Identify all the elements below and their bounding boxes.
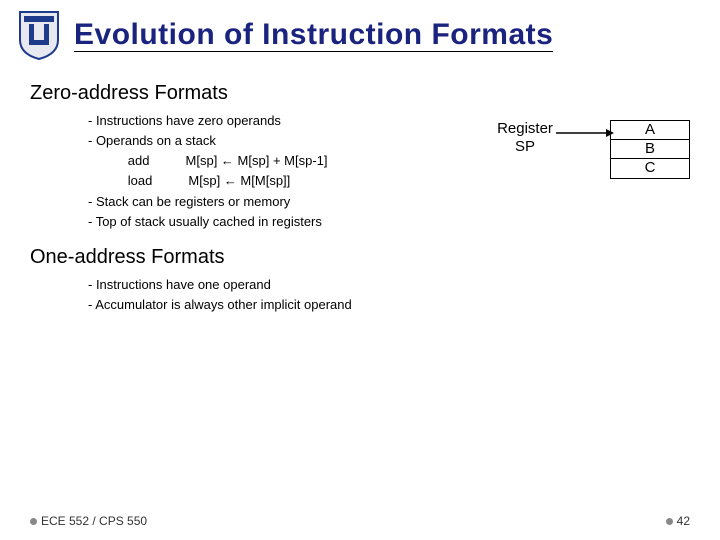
- stack-cell: C: [610, 159, 690, 178]
- bullet-line: - Top of stack usually cached in registe…: [88, 212, 690, 232]
- pointer-arrow-icon: [556, 126, 614, 140]
- footer-left: ECE 552 / CPS 550: [30, 514, 147, 528]
- slide-number: 42: [677, 514, 690, 528]
- bullet-line: - Accumulator is always other implicit o…: [88, 295, 690, 315]
- stack-table: A B C: [610, 120, 690, 179]
- register-label-line1: Register: [497, 120, 553, 137]
- header: Evolution of Instruction Formats: [0, 0, 720, 68]
- bullet-dot-icon: [666, 518, 673, 525]
- bullet-dot-icon: [30, 518, 37, 525]
- slide-footer: ECE 552 / CPS 550 42: [30, 514, 690, 528]
- section-heading-zero: Zero-address Formats: [30, 82, 690, 105]
- stack-cell: B: [610, 140, 690, 159]
- stack-diagram: Register SP A B C: [490, 120, 690, 200]
- register-label: Register SP: [490, 120, 560, 156]
- university-shield-logo: [18, 10, 60, 60]
- register-label-line2: SP: [515, 138, 535, 155]
- slide-title: Evolution of Instruction Formats: [74, 18, 553, 52]
- stack-cell: A: [610, 121, 690, 140]
- section-heading-one: One-address Formats: [30, 246, 690, 269]
- footer-right: 42: [666, 514, 690, 528]
- section-bullets-one: - Instructions have one operand - Accumu…: [88, 275, 690, 315]
- course-code: ECE 552 / CPS 550: [41, 514, 147, 528]
- bullet-line: - Instructions have one operand: [88, 275, 690, 295]
